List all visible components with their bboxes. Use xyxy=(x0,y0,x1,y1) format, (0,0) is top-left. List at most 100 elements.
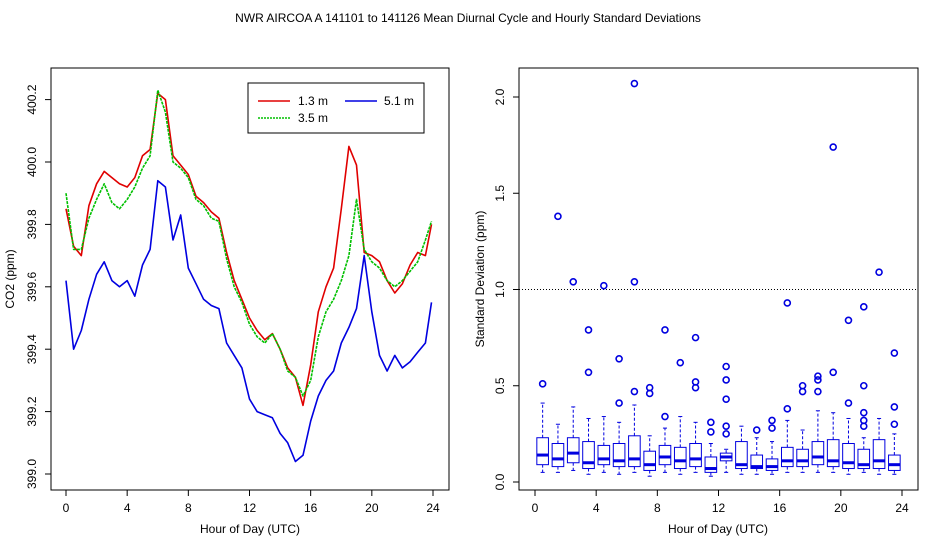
left-x-tick-label: 0 xyxy=(63,501,70,515)
box-hour-1.5 xyxy=(551,212,565,473)
box-hour-22.5 xyxy=(872,268,886,475)
series-line-5-1-m xyxy=(65,179,433,463)
box-iqr xyxy=(551,443,565,468)
outlier-point xyxy=(630,277,639,286)
box-iqr xyxy=(811,441,825,466)
box-hour-0.5 xyxy=(536,380,549,473)
left-series-lines xyxy=(65,89,433,463)
outlier-point xyxy=(814,372,822,380)
boxplot-series xyxy=(536,79,901,477)
outlier-point xyxy=(890,403,899,411)
outlier-point xyxy=(584,368,593,377)
box-iqr xyxy=(566,437,580,464)
box-hour-12.5 xyxy=(719,362,733,473)
box-hour-6.5 xyxy=(628,79,641,473)
box-hour-11.5 xyxy=(704,418,718,477)
outlier-point xyxy=(554,212,562,221)
box-hour-13.5 xyxy=(735,425,748,475)
outlier-point xyxy=(844,316,853,325)
left-y-axis-label: CO2 (ppm) xyxy=(3,249,17,308)
box-iqr xyxy=(673,446,687,470)
box-hour-5.5 xyxy=(612,354,626,475)
outlier-point xyxy=(844,399,853,407)
outlier-point xyxy=(645,383,654,392)
left-y-tick-label: 399.4 xyxy=(25,334,39,364)
box-iqr xyxy=(643,450,656,471)
right-x-tick-label: 8 xyxy=(654,501,661,515)
outlier-point xyxy=(722,395,730,404)
outlier-point xyxy=(829,143,837,151)
left-x-tick-label: 20 xyxy=(365,501,379,515)
outlier-point xyxy=(676,358,685,367)
outlier-point xyxy=(783,299,792,307)
box-iqr xyxy=(872,439,886,470)
co2-diurnal-line-chart: 0 4 8 12 16 20 24 399.0 399.2 399.4 399.6 399.8 400… xyxy=(3,67,450,536)
outlier-point xyxy=(661,326,669,334)
left-y-tick-label: 399.2 xyxy=(25,396,39,426)
outlier-point xyxy=(538,380,547,388)
outlier-point xyxy=(691,333,700,342)
outlier-point xyxy=(569,277,578,286)
outlier-point xyxy=(768,416,776,425)
box-hour-4.5 xyxy=(597,281,611,473)
outlier-point xyxy=(615,354,623,363)
right-x-tick-label: 4 xyxy=(593,501,600,515)
left-x-axis: 0 4 8 12 16 20 24 xyxy=(63,489,440,515)
box-iqr xyxy=(628,435,641,468)
legend: 1.3 m 5.1 m 3.5 m xyxy=(247,82,425,134)
outlier-point xyxy=(890,349,899,357)
outlier-point xyxy=(859,381,868,390)
box-hour-2.5 xyxy=(566,277,580,471)
right-plot-frame xyxy=(518,67,919,491)
outlier-point xyxy=(890,420,899,429)
box-hour-15.5 xyxy=(765,416,779,475)
series-line-1-3-m xyxy=(65,92,433,407)
left-x-tick-label: 8 xyxy=(185,501,192,515)
outlier-point xyxy=(859,416,868,425)
right-x-tick-label: 20 xyxy=(834,501,848,515)
hourly-stddev-boxplot: 0 4 8 12 16 20 24 0.0 0.5 1.0 1.5 2.0 Hour of Day … xyxy=(473,67,919,536)
right-x-tick-label: 12 xyxy=(712,501,726,515)
right-x-tick-label: 0 xyxy=(532,501,539,515)
box-iqr xyxy=(888,454,901,471)
outlier-point xyxy=(615,399,623,407)
series-line-3-5-m xyxy=(65,89,433,397)
legend-label-1-3m: 1.3 m xyxy=(298,94,328,108)
right-y-tick-label: 1.0 xyxy=(493,281,507,298)
outlier-point xyxy=(829,368,837,377)
box-iqr xyxy=(857,448,871,470)
legend-label-3-5m: 3.5 m xyxy=(298,111,328,125)
outlier-point xyxy=(875,268,883,276)
box-iqr xyxy=(536,437,549,466)
outlier-point xyxy=(630,387,639,396)
outlier-point xyxy=(630,79,639,88)
right-x-axis: 0 4 8 12 16 20 24 xyxy=(532,489,909,515)
outlier-point xyxy=(783,405,792,413)
outlier-point xyxy=(768,424,776,432)
left-y-tick-label: 400.2 xyxy=(25,84,39,114)
box-iqr xyxy=(781,446,794,468)
box-iqr xyxy=(658,444,672,466)
left-y-axis: 399.0 399.2 399.4 399.6 399.8 400.0 400.2 xyxy=(25,84,52,489)
box-iqr xyxy=(750,454,764,470)
box-iqr xyxy=(735,441,748,470)
outlier-point xyxy=(859,408,868,417)
outlier-point xyxy=(584,326,593,334)
outlier-point xyxy=(600,281,608,290)
left-x-tick-label: 16 xyxy=(304,501,318,515)
left-x-tick-label: 12 xyxy=(243,501,257,515)
outlier-point xyxy=(691,378,700,386)
box-hour-10.5 xyxy=(689,333,702,473)
box-iqr xyxy=(842,443,855,470)
box-hour-17.5 xyxy=(796,381,809,473)
left-y-tick-label: 399.6 xyxy=(25,271,39,301)
box-hour-7.5 xyxy=(643,383,656,477)
box-hour-18.5 xyxy=(811,372,825,473)
box-iqr xyxy=(612,443,626,468)
left-x-tick-label: 4 xyxy=(124,501,131,515)
outlier-point xyxy=(859,303,868,311)
box-hour-21.5 xyxy=(857,303,871,473)
outlier-point xyxy=(661,412,669,421)
right-y-tick-label: 0.0 xyxy=(493,473,507,490)
